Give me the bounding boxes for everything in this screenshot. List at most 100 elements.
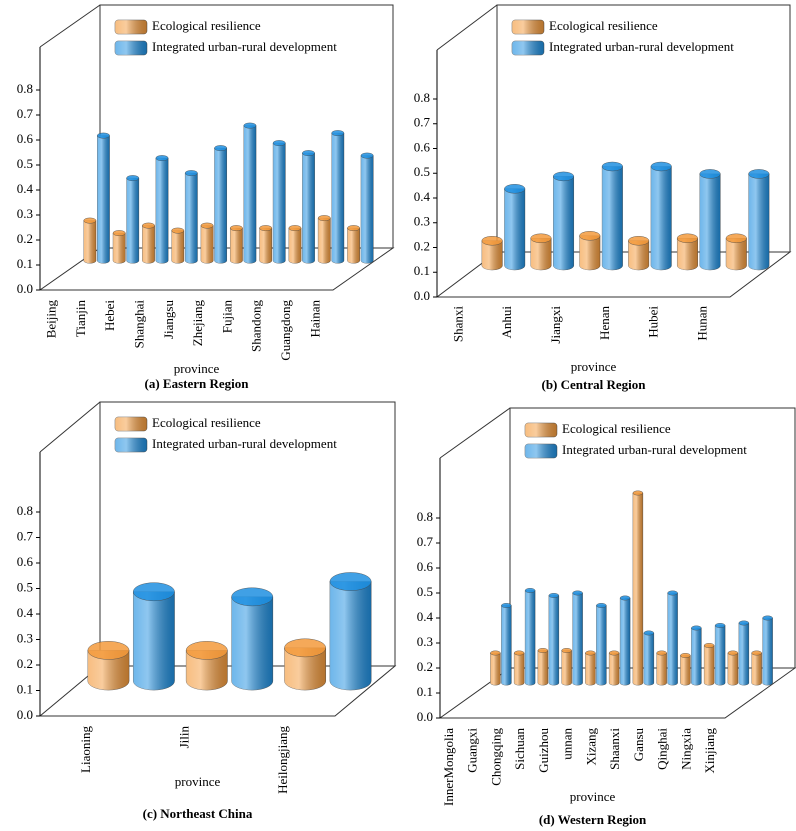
bar-top xyxy=(231,587,274,607)
bar-shine xyxy=(504,188,525,271)
bar-shine xyxy=(525,590,536,686)
x-tick-label: Heilongjiang xyxy=(275,726,290,794)
y-tick-label: 0.0 xyxy=(417,709,433,724)
bar-top xyxy=(628,236,650,246)
y-tick-label: 0.1 xyxy=(417,684,433,699)
bar-top xyxy=(548,593,560,598)
x-tick-label: Gansu xyxy=(631,728,646,762)
y-tick-label: 0.6 xyxy=(17,131,34,146)
bar-shine xyxy=(331,133,344,264)
bar-top xyxy=(530,233,552,243)
x-tick-label: Guangxi xyxy=(465,728,480,773)
bar-top xyxy=(481,236,503,246)
bar-top xyxy=(762,615,773,621)
legend-shine xyxy=(525,423,557,437)
y-tick-label: 0.8 xyxy=(17,503,33,518)
bar-shine xyxy=(762,618,773,686)
bar-shine xyxy=(727,653,738,686)
x-tick-label: Sichuan xyxy=(512,728,527,770)
x-tick-label: Henan xyxy=(597,306,612,340)
y-tick-label: 0.8 xyxy=(417,509,433,524)
bar-top xyxy=(347,225,360,232)
legend-shine xyxy=(115,438,147,452)
y-tick-label: 0.3 xyxy=(414,214,430,229)
bar-shine xyxy=(553,176,574,271)
side-edge xyxy=(39,401,101,453)
bar-top xyxy=(677,233,698,243)
legend-shine xyxy=(115,20,147,34)
x-axis-label: province xyxy=(175,774,221,789)
bar-top xyxy=(230,225,243,232)
y-tick-label: 0.0 xyxy=(17,707,33,722)
bar-top xyxy=(504,184,526,194)
y-tick-label: 0.6 xyxy=(417,559,434,574)
bar-shine xyxy=(142,225,155,264)
bar-shine xyxy=(602,166,623,271)
legend-label: Integrated urban-rural development xyxy=(152,39,337,54)
bar-shine xyxy=(481,240,503,271)
x-axis-label: province xyxy=(570,789,616,804)
y-tick-label: 0.1 xyxy=(414,263,430,278)
legend-label: Ecological resilience xyxy=(152,415,261,430)
x-tick-label: InnerMongolia xyxy=(441,728,456,806)
y-tick-label: 0.7 xyxy=(414,115,431,130)
panel-title: (a) Eastern Region xyxy=(145,376,250,391)
x-tick-label: Guangdong xyxy=(278,300,293,361)
bar-top xyxy=(727,650,739,656)
y-tick-label: 0.2 xyxy=(414,238,430,253)
bar-shine xyxy=(643,633,654,686)
bar-shine xyxy=(572,593,583,686)
x-tick-label: Qinghai xyxy=(655,728,670,770)
bar-shine xyxy=(490,653,501,686)
y-tick-label: 0.6 xyxy=(17,554,34,569)
bar-shine xyxy=(738,623,749,686)
bar-shine xyxy=(501,605,512,686)
bar-shine xyxy=(579,235,601,271)
bar-shine xyxy=(155,158,169,264)
bar-top xyxy=(632,490,644,496)
bar-top xyxy=(142,222,155,229)
bar-shine xyxy=(748,173,770,271)
legend-label: Integrated urban-rural development xyxy=(152,436,337,451)
y-tick-label: 0.7 xyxy=(17,528,34,543)
side-edge xyxy=(436,4,498,51)
y-tick-label: 0.3 xyxy=(17,630,33,645)
x-tick-label: Shandong xyxy=(249,300,264,353)
bar-shine xyxy=(288,228,302,264)
bar-top xyxy=(259,225,273,232)
bar-top xyxy=(553,171,574,182)
bar-shine xyxy=(650,166,672,271)
bar-shine xyxy=(680,655,691,686)
x-tick-label: Liaoning xyxy=(78,726,93,773)
bar-top xyxy=(112,230,126,237)
bar-top xyxy=(656,650,667,656)
x-tick-label: unnan xyxy=(560,728,575,760)
y-tick-label: 0.8 xyxy=(414,90,430,105)
bar-shine xyxy=(691,628,702,686)
bar-shine xyxy=(185,173,198,264)
bar-top xyxy=(171,227,185,234)
bar-shine xyxy=(83,220,97,264)
bar-shine xyxy=(360,155,374,264)
x-tick-label: Zhejiang xyxy=(190,300,205,347)
x-tick-label: Guizhou xyxy=(536,728,551,773)
bar-shine xyxy=(514,653,525,686)
bar-shine xyxy=(726,238,747,271)
bar-shine xyxy=(231,596,273,691)
bar-shine xyxy=(113,233,126,264)
x-tick-label: Anhui xyxy=(499,306,514,339)
bar-top xyxy=(97,132,110,139)
bar-top xyxy=(490,650,501,656)
x-tick-label: Shanxi xyxy=(450,306,465,343)
bar-top xyxy=(680,653,691,658)
x-tick-label: Hubei xyxy=(646,306,661,338)
x-axis-label: province xyxy=(571,359,617,374)
y-tick-label: 0.1 xyxy=(17,681,33,696)
bar-shine xyxy=(596,605,607,686)
y-tick-label: 0.0 xyxy=(414,288,430,303)
bar-shine xyxy=(171,230,184,264)
bar-top xyxy=(572,590,583,596)
side-edge xyxy=(439,407,511,459)
bar-top xyxy=(133,582,175,602)
bar-shine xyxy=(704,645,715,686)
